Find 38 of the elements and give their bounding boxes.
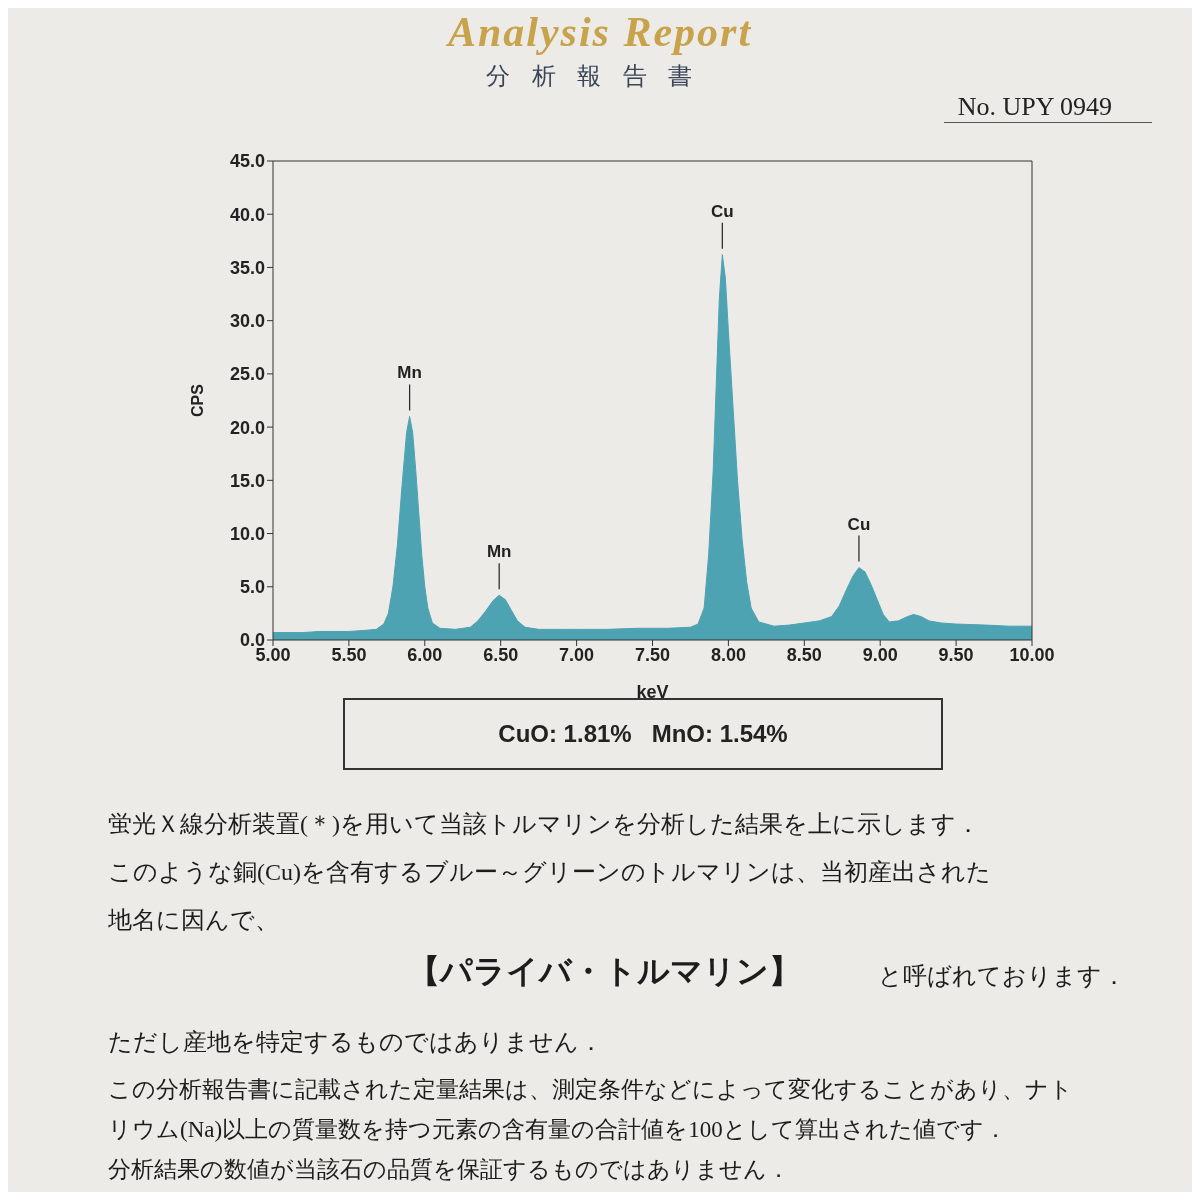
text: この分析報告書に記載された定量結果は、測定条件などによって変化することがあり、ナト: [108, 1076, 1073, 1104]
chart-title: Analysis Report: [445, 8, 754, 56]
annotation: Cu: [710, 201, 734, 221]
x-tick-label: 7.00: [559, 644, 595, 665]
x-tick-label: 9.50: [938, 644, 974, 665]
text: 【パライバ・トルマリン】: [408, 952, 801, 991]
text: 蛍光Ｘ線分析装置(＊)を用いて当該トルマリンを分析した結果を上に示します．: [108, 810, 980, 839]
y-tick-label: 45.0: [229, 151, 265, 172]
text: CuO: 1.81% MnO: 1.54%: [498, 720, 788, 747]
annotation: Mn: [397, 363, 422, 383]
x-tick-label: 8.50: [786, 644, 822, 665]
x-tick-label: 9.00: [862, 644, 898, 665]
y-tick-label: 10.0: [229, 523, 265, 544]
x-axis-title: keV: [636, 682, 669, 702]
y-tick-label: 40.0: [229, 204, 265, 225]
x-tick-label: 6.50: [483, 644, 519, 665]
text: ただし産地を特定するものではありません．: [108, 1028, 603, 1057]
text: リウム(Na)以上の質量数を持つ元素の含有量の合計値を100として算出された値です．: [108, 1116, 1007, 1144]
x-tick-label: 10.00: [1009, 644, 1055, 665]
chart-subtitle: 分析報告書: [485, 62, 715, 91]
x-tick-label: 7.50: [634, 644, 671, 665]
y-axis-title: CPS: [188, 383, 206, 417]
y-tick-label: 25.0: [229, 364, 265, 385]
y-tick-label: 30.0: [229, 311, 265, 332]
text: No. UPY 0949: [943, 92, 1152, 123]
y-tick-label: 15.0: [229, 470, 265, 491]
text: このような銅(Cu)を含有するブルー～グリーンのトルマリンは、当初産出された: [108, 858, 991, 887]
x-tick-label: 6.00: [407, 644, 443, 665]
x-tick-label: 5.50: [331, 644, 367, 665]
y-tick-label: 20.0: [229, 417, 265, 438]
text: 分析結果の数値が当該石の品質を保証するものではありません．: [108, 1156, 790, 1184]
y-tick-label: 35.0: [229, 257, 265, 278]
text: と呼ばれております．: [878, 962, 1126, 991]
annotation: Mn: [486, 542, 512, 562]
text: 地名に因んで、: [108, 906, 279, 935]
x-tick-label: 8.00: [710, 644, 746, 665]
y-tick-label: 5.0: [239, 577, 265, 598]
annotation: Cu: [847, 514, 871, 534]
